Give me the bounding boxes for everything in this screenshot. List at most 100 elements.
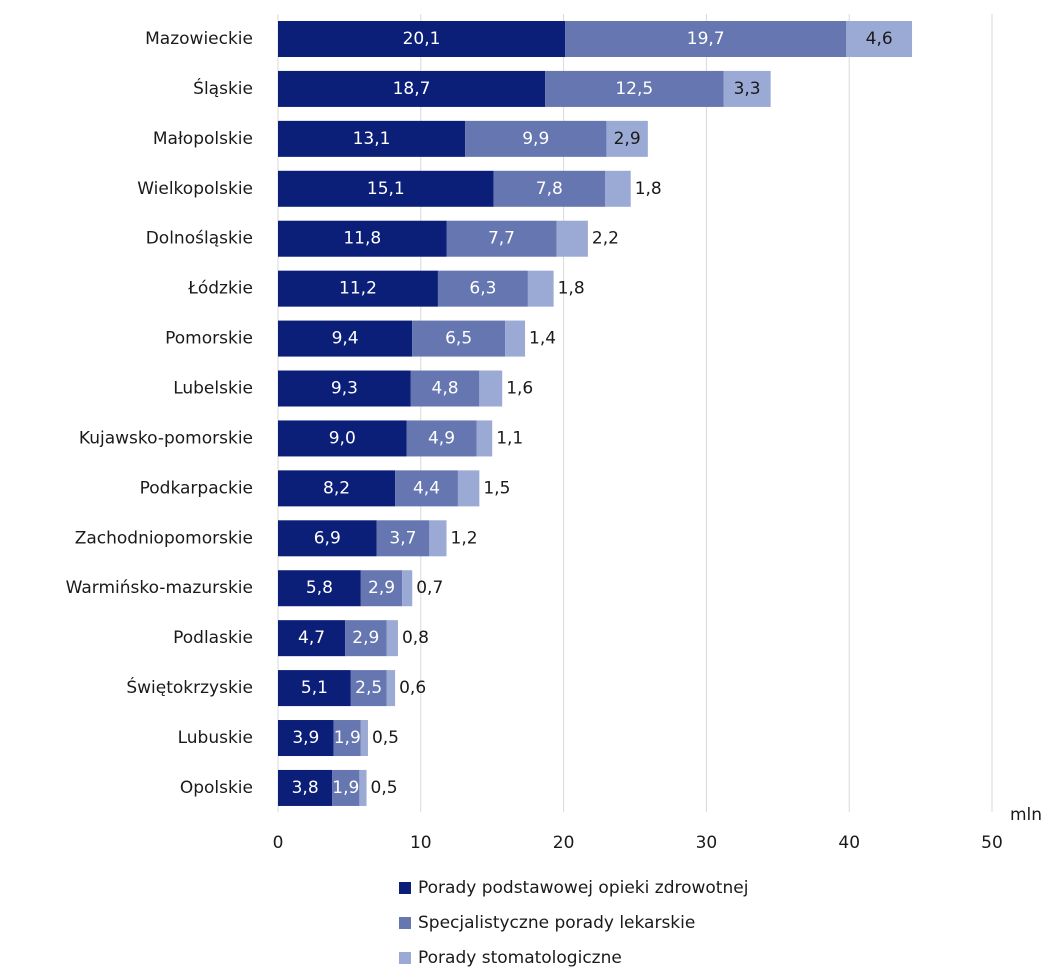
legend-swatch: [399, 882, 411, 894]
bar-segment: [376, 520, 430, 557]
data-label: 1,8: [558, 279, 585, 299]
bar-segment: [278, 520, 377, 557]
bar-segment: [386, 620, 398, 657]
data-label: 2,9: [614, 129, 641, 149]
data-label: 0,8: [402, 628, 429, 648]
y-tick-label: Pomorskie: [165, 329, 253, 349]
bar-segment: [278, 670, 351, 707]
data-label: 1,9: [332, 778, 359, 798]
y-tick-label: Łódzkie: [187, 279, 253, 299]
data-label: 6,9: [314, 528, 341, 548]
bar-segment: [402, 570, 413, 607]
bar-segment: [410, 370, 480, 407]
y-tick-label: Podkarpackie: [140, 478, 253, 498]
bar-segment: [332, 769, 360, 806]
bar-segment: [278, 420, 407, 457]
data-label: 3,8: [292, 778, 319, 798]
bar-segment: [345, 620, 387, 657]
y-tick-label: Opolskie: [180, 778, 253, 798]
data-label: 13,1: [353, 129, 391, 149]
bar-segment: [493, 170, 606, 207]
data-label: 4,7: [298, 628, 325, 648]
x-tick-label: 50: [981, 833, 1003, 853]
bar-segment: [278, 570, 361, 607]
bar-segment: [412, 320, 506, 357]
bar-segment: [386, 670, 396, 707]
bar-segment: [479, 370, 503, 407]
bar-segment: [278, 170, 494, 207]
y-tick-label: Lubuskie: [178, 728, 253, 748]
bar-segment: [527, 270, 554, 307]
legend-label: Porady stomatologiczne: [418, 948, 622, 968]
bar-segment: [457, 470, 480, 507]
data-label: 11,2: [339, 279, 377, 299]
bar-segment: [723, 70, 771, 107]
x-tick-label: 10: [410, 833, 432, 853]
y-tick-label: Świętokrzyskie: [126, 676, 253, 698]
data-label: 4,8: [432, 379, 459, 399]
legend-label: Specjalistyczne porady lekarskie: [418, 913, 695, 933]
bar-segment: [395, 470, 458, 507]
data-label: 5,1: [301, 678, 328, 698]
data-label: 6,3: [469, 279, 496, 299]
bar-segment: [476, 420, 493, 457]
y-tick-label: Podlaskie: [173, 628, 253, 648]
data-label: 4,4: [413, 478, 440, 498]
data-label: 7,8: [536, 179, 563, 199]
y-tick-label: Kujawsko-pomorskie: [79, 428, 253, 448]
bar-segment: [278, 120, 466, 157]
bar-segment: [359, 769, 367, 806]
bar-segment: [606, 120, 648, 157]
y-tick-label: Małopolskie: [153, 129, 253, 149]
bar-segment: [278, 470, 396, 507]
bar-segment: [278, 70, 546, 107]
bar-segment: [446, 220, 557, 257]
bar-segment: [605, 170, 631, 207]
data-label: 3,7: [389, 528, 416, 548]
bar-segment: [505, 320, 526, 357]
bar-segment: [545, 70, 724, 107]
data-label: 4,6: [866, 29, 893, 49]
bar-segment: [429, 520, 447, 557]
data-label: 8,2: [323, 478, 350, 498]
data-label: 9,3: [331, 379, 358, 399]
data-label: 9,9: [522, 129, 549, 149]
data-label: 9,4: [332, 329, 359, 349]
data-label: 7,7: [488, 229, 515, 249]
data-label: 1,6: [506, 379, 533, 399]
legend-swatch: [399, 917, 411, 929]
data-label: 1,2: [451, 528, 478, 548]
bar-segment: [278, 220, 447, 257]
bar-segment: [465, 120, 607, 157]
y-tick-label: Mazowieckie: [145, 29, 253, 49]
data-label: 0,5: [372, 728, 399, 748]
data-label: 2,9: [368, 578, 395, 598]
data-label: 2,5: [355, 678, 382, 698]
data-label: 1,9: [334, 728, 361, 748]
x-tick-label: 20: [553, 833, 575, 853]
data-label: 2,9: [352, 628, 379, 648]
bar-segment: [846, 21, 913, 57]
bar-segment: [556, 220, 588, 257]
bar-segment: [278, 370, 411, 407]
data-label: 3,9: [292, 728, 319, 748]
bar-segment: [333, 720, 361, 757]
bar-segment: [437, 270, 528, 307]
data-label: 0,7: [416, 578, 443, 598]
legend-swatch: [399, 952, 411, 964]
x-tick-label: 0: [273, 833, 284, 853]
data-label: 3,3: [734, 79, 761, 99]
data-label: 12,5: [615, 79, 653, 99]
bar-segment: [278, 769, 333, 806]
data-label: 11,8: [343, 229, 381, 249]
y-tick-label: Wielkopolskie: [137, 179, 253, 199]
bar-segment: [406, 420, 477, 457]
bar-segment: [360, 720, 368, 757]
bar-segment: [350, 670, 387, 707]
x-axis-unit: mln: [1010, 805, 1042, 825]
data-label: 9,0: [329, 428, 356, 448]
data-label: 0,5: [371, 778, 398, 798]
data-label: 4,9: [428, 428, 455, 448]
y-tick-label: Warmińsko-mazurskie: [66, 578, 253, 598]
